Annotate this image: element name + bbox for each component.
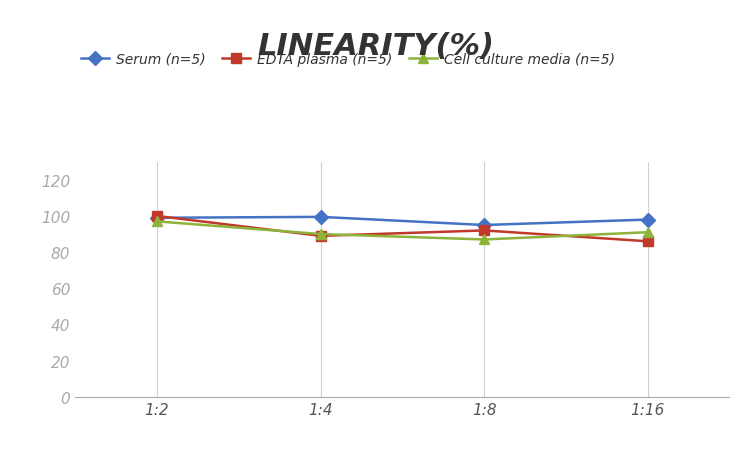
Serum (n=5) [643,217,652,223]
Line: Cell culture media (n=5): Cell culture media (n=5) [152,217,653,245]
EDTA plasma (n=5) [316,234,325,239]
Serum (n=5) [316,215,325,220]
Serum (n=5) [480,223,489,228]
EDTA plasma (n=5) [480,228,489,234]
Cell culture media (n=5) [153,219,162,225]
Text: LINEARITY(%): LINEARITY(%) [257,32,495,60]
Cell culture media (n=5) [316,232,325,237]
EDTA plasma (n=5) [153,214,162,219]
EDTA plasma (n=5) [643,239,652,244]
Line: EDTA plasma (n=5): EDTA plasma (n=5) [152,212,653,247]
Legend: Serum (n=5), EDTA plasma (n=5), Cell culture media (n=5): Serum (n=5), EDTA plasma (n=5), Cell cul… [76,47,620,73]
Cell culture media (n=5) [480,237,489,243]
Serum (n=5) [153,216,162,221]
Cell culture media (n=5) [643,230,652,235]
Line: Serum (n=5): Serum (n=5) [152,212,653,230]
